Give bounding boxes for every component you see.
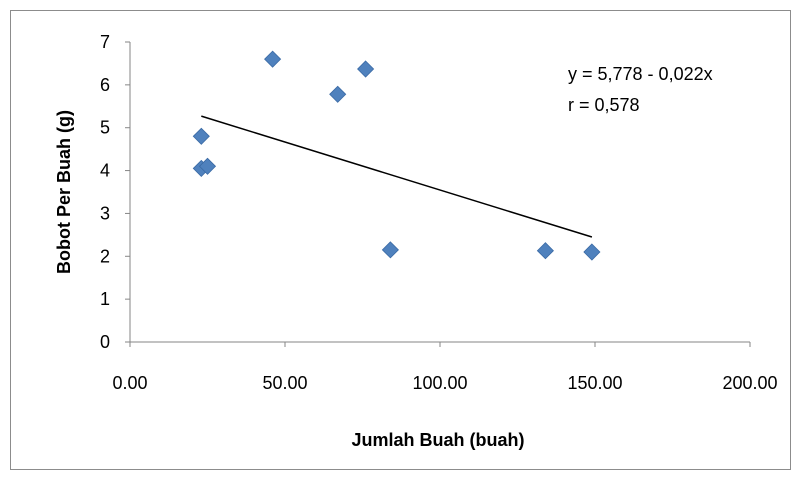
data-point	[583, 243, 601, 261]
equation-annotation: y = 5,778 - 0,022x	[568, 64, 713, 84]
y-tick-label: 2	[100, 246, 110, 266]
r-annotation: r = 0,578	[568, 95, 640, 115]
y-tick-label: 7	[100, 32, 110, 52]
trendline	[201, 115, 593, 238]
y-tick-label: 4	[100, 161, 110, 181]
data-point	[192, 127, 210, 145]
x-tick-label: 50.00	[262, 373, 307, 393]
y-tick-label: 0	[100, 332, 110, 352]
y-axis-ticks: 0 1 2 3 4 5 6 7	[100, 32, 130, 352]
x-tick-label: 200.00	[722, 373, 777, 393]
x-axis-title: Jumlah Buah (buah)	[351, 430, 524, 450]
y-tick-label: 1	[100, 289, 110, 309]
data-point	[381, 241, 399, 259]
x-tick-label: 0.00	[112, 373, 147, 393]
data-points	[192, 50, 601, 261]
y-tick-label: 6	[100, 75, 110, 95]
chart-frame	[10, 10, 791, 470]
data-point	[198, 157, 217, 175]
data-point	[536, 242, 554, 260]
data-point	[264, 50, 282, 68]
y-tick-label: 5	[100, 118, 110, 138]
y-tick-label: 3	[100, 203, 110, 223]
data-point	[357, 60, 375, 78]
x-tick-label: 100.00	[412, 373, 467, 393]
x-tick-label: 150.00	[567, 373, 622, 393]
y-axis-title: Bobot Per Buah (g)	[54, 110, 74, 274]
data-point	[329, 85, 347, 103]
axes	[129, 42, 750, 343]
x-axis-ticks: 0.00 50.00 100.00 150.00 200.00	[112, 342, 778, 393]
